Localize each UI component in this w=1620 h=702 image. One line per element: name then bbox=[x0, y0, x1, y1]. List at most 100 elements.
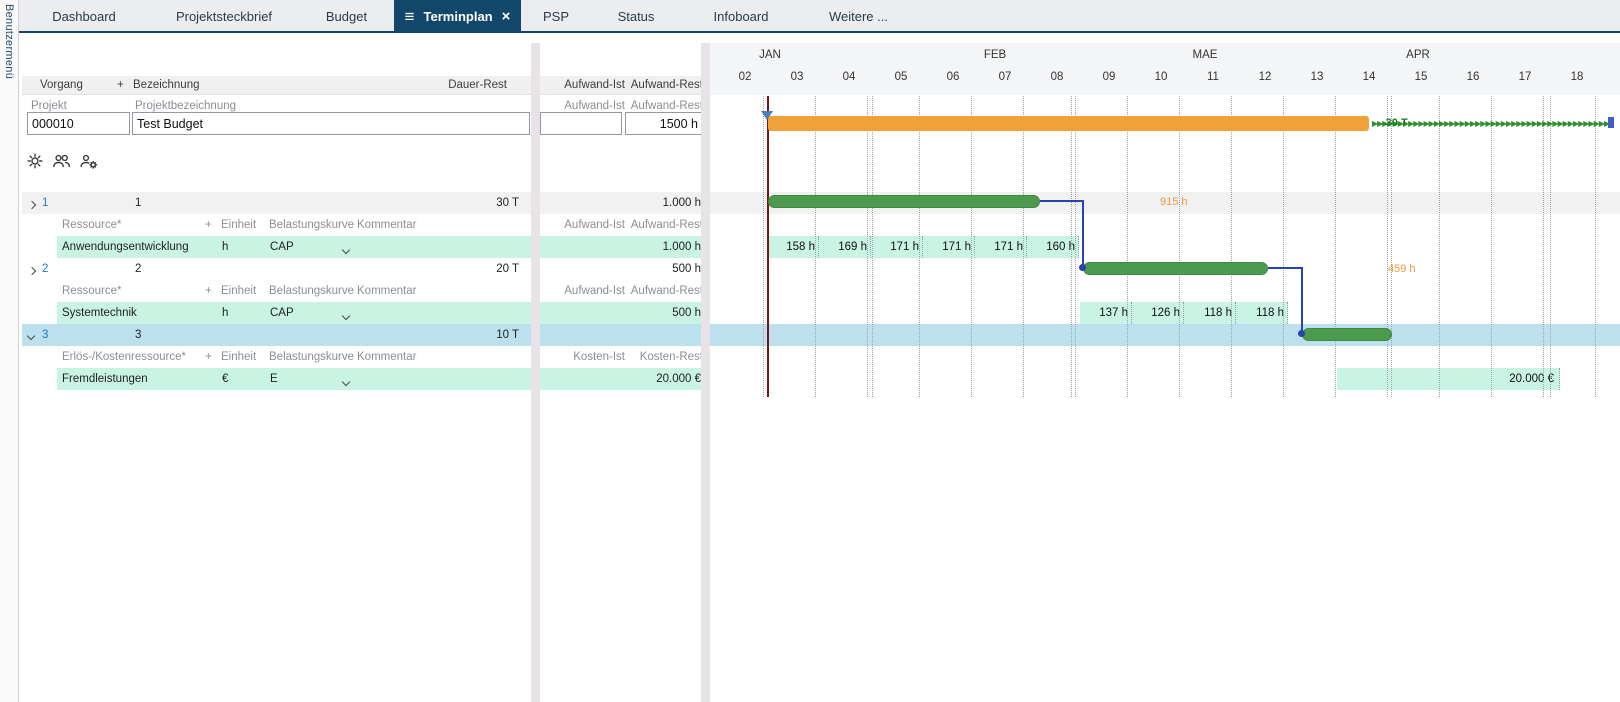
week-label: 10 bbox=[1154, 71, 1168, 83]
resource-einheit-cell[interactable]: h bbox=[222, 241, 229, 253]
kurve-dropdown-icon[interactable] bbox=[341, 244, 351, 256]
week-label: 05 bbox=[894, 71, 908, 83]
expand-icon[interactable] bbox=[27, 265, 37, 277]
settings-icon[interactable] bbox=[26, 152, 50, 174]
tab-psp[interactable]: PSP bbox=[542, 9, 569, 24]
resource-header-row-3: Erlös-/Kostenressource* + Einheit Belast… bbox=[22, 346, 531, 368]
weekly-effort-cell[interactable]: 137 h bbox=[1080, 302, 1132, 324]
resource-aufwand-rest[interactable]: 1.000 h bbox=[662, 241, 701, 253]
resource-name-cell[interactable]: Anwendungsentwicklung bbox=[62, 241, 189, 253]
col-rest: Aufwand-Rest bbox=[630, 219, 703, 231]
tab-menu-icon[interactable]: ≡ bbox=[404, 7, 415, 26]
resource-cell-bg bbox=[57, 236, 531, 258]
resources-icon[interactable] bbox=[52, 152, 76, 174]
task-row-3[interactable]: 3 3 10 T bbox=[22, 324, 531, 346]
weekly-effort-cell[interactable]: 169 h bbox=[819, 236, 871, 258]
tab-budget[interactable]: Budget bbox=[325, 9, 368, 24]
task-3-bar[interactable] bbox=[1302, 328, 1392, 341]
user-menu-label: Benutzermenü bbox=[3, 4, 15, 80]
task-dauer-rest[interactable]: 10 T bbox=[496, 329, 519, 341]
task-1-bar[interactable] bbox=[768, 195, 1040, 208]
task-name[interactable]: 1 bbox=[135, 197, 142, 209]
weekly-effort-cell[interactable]: 171 h bbox=[975, 236, 1027, 258]
effort-columns: Aufwand-Ist Aufwand-Rest Aufwand-Ist Auf… bbox=[540, 35, 705, 702]
resource-settings-icon[interactable] bbox=[79, 152, 103, 174]
panel-divider[interactable] bbox=[531, 43, 540, 702]
task-aufwand-rest[interactable]: 500 h bbox=[672, 263, 701, 275]
resource-einheit-cell[interactable]: € bbox=[222, 373, 229, 385]
tab-bar: Dashboard Projektsteckbrief Budget ≡ Ter… bbox=[19, 0, 1620, 33]
close-tab-icon[interactable]: × bbox=[501, 8, 511, 25]
weekly-effort-cell[interactable]: 171 h bbox=[871, 236, 923, 258]
gantt-divider[interactable] bbox=[701, 43, 710, 702]
cost-total-cell[interactable]: 20.000 € bbox=[1337, 368, 1560, 390]
weekly-effort-cell[interactable]: 160 h bbox=[1027, 236, 1079, 258]
weekly-effort-cell[interactable]: 118 h bbox=[1184, 302, 1236, 324]
resource-cell-bg bbox=[540, 302, 705, 324]
weekly-effort-cell[interactable]: 126 h bbox=[1132, 302, 1184, 324]
task-nr: 1 bbox=[42, 197, 49, 209]
week-label: 16 bbox=[1466, 71, 1480, 83]
task-row-2[interactable]: 2 2 20 T bbox=[22, 258, 531, 280]
kurve-dropdown-icon[interactable] bbox=[341, 376, 351, 388]
resource-kurve-cell[interactable]: CAP bbox=[270, 241, 294, 253]
task-name[interactable]: 3 bbox=[135, 329, 142, 341]
resource-aufwand-rest[interactable]: 500 h bbox=[672, 307, 701, 319]
add-resource-button[interactable]: + bbox=[205, 219, 212, 231]
task-dauer-rest[interactable]: 20 T bbox=[496, 263, 519, 275]
tab-dashboard[interactable]: Dashboard bbox=[52, 9, 116, 24]
month-label: FEB bbox=[983, 49, 1007, 61]
resource-kurve-cell[interactable]: CAP bbox=[270, 307, 294, 319]
resource-name-cell[interactable]: Fremdleistungen bbox=[62, 373, 148, 385]
weekly-effort-cell[interactable]: 171 h bbox=[923, 236, 975, 258]
weekly-effort-cells-2: 137 h 126 h 118 h 118 h bbox=[1080, 302, 1288, 324]
task-name[interactable]: 2 bbox=[135, 263, 142, 275]
task-aufwand-rest[interactable]: 1.000 h bbox=[662, 197, 701, 209]
task-row-1[interactable]: 1 1 30 T bbox=[22, 192, 531, 214]
add-resource-button[interactable]: + bbox=[205, 285, 212, 297]
resource-2-effort-header: Aufwand-Ist Aufwand-Rest bbox=[540, 280, 705, 302]
weekly-effort-cells-1: 158 h 169 h 171 h 171 h 171 h 160 h bbox=[767, 236, 1079, 258]
collapse-icon[interactable] bbox=[26, 330, 36, 342]
resource-einheit-cell[interactable]: h bbox=[222, 307, 229, 319]
project-start-marker-icon[interactable] bbox=[761, 111, 773, 120]
tab-infoboard[interactable]: Infoboard bbox=[713, 9, 769, 24]
project-aufwand-ist-field[interactable] bbox=[540, 112, 622, 135]
resource-header-row-1: Ressource* + Einheit Belastungskurve Kom… bbox=[22, 214, 531, 236]
week-label: 03 bbox=[790, 71, 804, 83]
tab-status[interactable]: Status bbox=[617, 9, 655, 24]
resource-name-cell[interactable]: Systemtechnik bbox=[62, 307, 137, 319]
weekly-effort-cell[interactable]: 158 h bbox=[767, 236, 819, 258]
project-header-bezeichnung: Projektbezeichnung bbox=[135, 100, 237, 112]
resource-3-cost-header: Kosten-Ist Kosten-Rest bbox=[540, 346, 705, 368]
resource-cell-bg bbox=[57, 368, 531, 390]
tab-terminplan[interactable]: ≡ Terminplan × bbox=[394, 0, 521, 33]
tab-terminplan-label: Terminplan bbox=[423, 9, 493, 24]
resource-cell-bg bbox=[540, 236, 705, 258]
resource-1-effort: 1.000 h bbox=[540, 236, 705, 258]
resource-2-effort: 500 h bbox=[540, 302, 705, 324]
tab-projektsteckbrief[interactable]: Projektsteckbrief bbox=[175, 9, 273, 24]
task-row-3-selected-band bbox=[22, 324, 1620, 346]
project-header-row: Projekt Projektbezeichnung bbox=[22, 95, 531, 112]
project-summary-bar[interactable] bbox=[768, 116, 1369, 131]
tab-weitere[interactable]: Weitere ... bbox=[828, 9, 888, 24]
task-2-bar[interactable] bbox=[1083, 262, 1268, 275]
buffer-end-marker-icon bbox=[1608, 117, 1614, 128]
resource-kurve-cell[interactable]: E bbox=[270, 373, 278, 385]
add-resource-button[interactable]: + bbox=[205, 351, 212, 363]
task-dauer-rest[interactable]: 30 T bbox=[496, 197, 519, 209]
expand-icon[interactable] bbox=[27, 199, 37, 211]
project-header-vorgang: Projekt bbox=[31, 100, 67, 112]
resource-cell-bg bbox=[540, 368, 705, 390]
kurve-dropdown-icon[interactable] bbox=[341, 310, 351, 322]
resource-kosten-rest[interactable]: 20.000 € bbox=[656, 373, 701, 385]
project-aufwand-rest-field[interactable] bbox=[625, 112, 703, 135]
weekly-effort-cell[interactable]: 118 h bbox=[1236, 302, 1288, 324]
add-column-button[interactable]: + bbox=[117, 79, 124, 91]
project-name-field[interactable] bbox=[132, 112, 530, 135]
user-menu-strip[interactable]: Benutzermenü bbox=[0, 0, 19, 702]
project-id-field[interactable] bbox=[27, 112, 130, 135]
week-label: 15 bbox=[1414, 71, 1428, 83]
week-label: 11 bbox=[1207, 71, 1219, 83]
